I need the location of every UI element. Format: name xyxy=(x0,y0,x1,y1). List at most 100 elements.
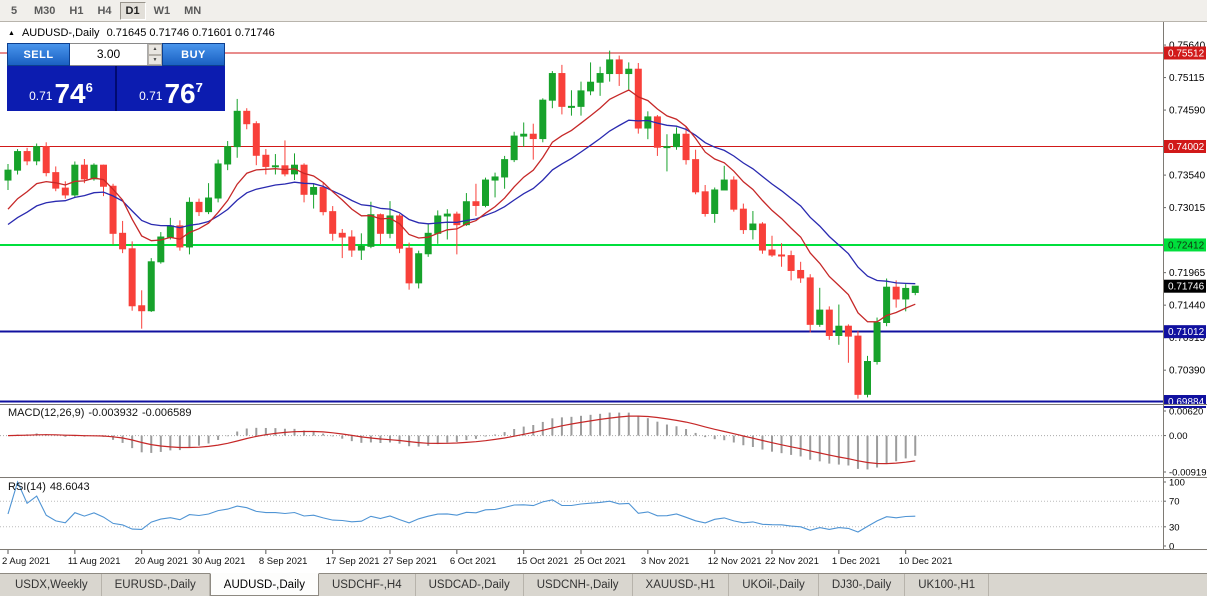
svg-text:10 Dec 2021: 10 Dec 2021 xyxy=(899,556,953,567)
chart-tab-usdcad-daily[interactable]: USDCAD-,Daily xyxy=(416,574,524,596)
macd-name: MACD(12,26,9) xyxy=(8,407,85,419)
buy-price-pipette: 7 xyxy=(195,80,203,95)
candle xyxy=(338,228,346,259)
candle xyxy=(262,149,270,175)
timeframe-button-w1[interactable]: W1 xyxy=(153,4,171,17)
timeframe-button-d1[interactable]: D1 xyxy=(119,1,146,20)
volume-value: 3.00 xyxy=(96,47,121,61)
svg-text:8 Sep 2021: 8 Sep 2021 xyxy=(259,556,308,567)
candle xyxy=(606,50,614,82)
candle xyxy=(348,230,356,257)
candle xyxy=(52,166,60,192)
svg-text:1 Dec 2021: 1 Dec 2021 xyxy=(832,556,881,567)
chart-title: ▲ AUDUSD-,Daily 0.71645 0.71746 0.71601 … xyxy=(8,27,275,39)
candle xyxy=(548,71,556,109)
candle xyxy=(138,290,146,329)
svg-text:0.69884: 0.69884 xyxy=(1168,397,1205,408)
chart-tab-audusd-daily[interactable]: AUDUSD-,Daily xyxy=(209,573,319,596)
sell-price-pips: 74 xyxy=(54,78,86,109)
timeframe-button-5[interactable]: 5 xyxy=(10,4,18,17)
svg-text:12 Nov 2021: 12 Nov 2021 xyxy=(708,556,762,567)
svg-text:0.71012: 0.71012 xyxy=(1168,327,1205,338)
chart-symbol-label: AUDUSD-,Daily xyxy=(21,27,100,39)
timeframe-button-m30[interactable]: M30 xyxy=(34,4,56,17)
svg-text:11 Aug 2021: 11 Aug 2021 xyxy=(68,556,121,567)
candle xyxy=(911,285,919,296)
candle xyxy=(778,243,786,267)
svg-text:15 Oct 2021: 15 Oct 2021 xyxy=(517,556,569,567)
chart-tab-xauusd-h1[interactable]: XAUUSD-,H1 xyxy=(633,574,730,596)
candle xyxy=(396,214,404,254)
candle xyxy=(577,81,585,116)
buy-price-pips: 76 xyxy=(164,78,196,109)
candle xyxy=(491,172,499,198)
timeframe-toolbar: 5 M30 H1 H4 D1 W1 MN xyxy=(0,0,1207,22)
candle xyxy=(310,183,318,209)
one-click-trading-panel: SELL 3.00 ▲ ▼ BUY 0.71 74 6 0.71 76 7 xyxy=(7,43,225,111)
svg-text:6 Oct 2021: 6 Oct 2021 xyxy=(450,556,496,567)
svg-text:25 Oct 2021: 25 Oct 2021 xyxy=(574,556,626,567)
buy-price-base: 0.71 xyxy=(139,89,163,103)
candle xyxy=(892,280,900,308)
chart-tab-usdx-weekly[interactable]: USDX,Weekly xyxy=(2,574,102,596)
candle xyxy=(835,304,843,345)
volume-input[interactable]: 3.00 ▲ ▼ xyxy=(70,43,162,66)
candle xyxy=(596,66,604,96)
horizontal-level-lines[interactable]: 0.75512 0.74002 0.72412 0.71012 0.69884 xyxy=(0,46,1206,409)
svg-text:0.74002: 0.74002 xyxy=(1168,142,1205,153)
svg-text:3 Nov 2021: 3 Nov 2021 xyxy=(641,556,690,567)
candle xyxy=(14,149,22,175)
candle xyxy=(797,261,805,283)
timeframe-button-mn[interactable]: MN xyxy=(184,4,202,17)
volume-increase-button[interactable]: ▲ xyxy=(148,44,162,55)
chart-tab-eurusd-daily[interactable]: EURUSD-,Daily xyxy=(102,574,210,596)
candle xyxy=(80,159,88,184)
candle xyxy=(367,201,375,249)
candle xyxy=(119,220,127,254)
chart-tab-usdcnh-daily[interactable]: USDCNH-,Daily xyxy=(524,574,633,596)
candle xyxy=(128,241,136,311)
svg-text:0.73540: 0.73540 xyxy=(1169,171,1206,182)
timeframe-button-h4[interactable]: H4 xyxy=(97,4,112,17)
svg-text:0.71965: 0.71965 xyxy=(1169,268,1206,279)
svg-text:22 Nov 2021: 22 Nov 2021 xyxy=(765,556,819,567)
chart-tab-dj30-daily[interactable]: DJ30-,Daily xyxy=(819,574,906,596)
buy-button[interactable]: BUY xyxy=(162,43,225,66)
candle xyxy=(453,211,461,255)
candle xyxy=(386,201,394,239)
candle xyxy=(701,185,709,217)
candle xyxy=(644,111,652,140)
svg-text:17 Sep 2021: 17 Sep 2021 xyxy=(326,556,380,567)
candle xyxy=(319,183,327,216)
chart-tab-ukoil-daily[interactable]: UKOil-,Daily xyxy=(729,574,819,596)
chart-region: 0.75640 0.75115 0.74590 0.73540 0.73015 0.719… xyxy=(0,22,1207,573)
chart-ohlc-values: 0.71645 0.71746 0.71601 0.71746 xyxy=(106,27,275,39)
svg-text:30 Aug 2021: 30 Aug 2021 xyxy=(192,556,245,567)
candle xyxy=(854,331,862,399)
svg-text:70: 70 xyxy=(1169,497,1180,508)
sell-price-display[interactable]: 0.71 74 6 xyxy=(7,66,115,111)
chart-tab-uk100-h1[interactable]: UK100-,H1 xyxy=(905,574,990,596)
svg-text:-0.00919: -0.00919 xyxy=(1169,468,1207,479)
sell-button[interactable]: SELL xyxy=(7,43,70,66)
candle xyxy=(825,306,833,340)
candle xyxy=(816,287,824,327)
svg-text:0.00: 0.00 xyxy=(1169,431,1188,442)
svg-text:0.75512: 0.75512 xyxy=(1168,48,1205,59)
price-axis: 0.75640 0.75115 0.74590 0.73540 0.73015 0.719… xyxy=(1163,41,1206,377)
buy-price-display[interactable]: 0.71 76 7 xyxy=(117,66,225,111)
chart-collapse-icon[interactable]: ▲ xyxy=(8,29,15,37)
svg-text:0.00620: 0.00620 xyxy=(1169,407,1203,418)
chart-tab-usdchf-h4[interactable]: USDCHF-,H4 xyxy=(319,574,416,596)
timeframe-button-h1[interactable]: H1 xyxy=(69,4,84,17)
svg-text:20 Aug 2021: 20 Aug 2021 xyxy=(135,556,188,567)
volume-decrease-button[interactable]: ▼ xyxy=(148,54,162,65)
candle xyxy=(711,187,719,223)
candle xyxy=(749,211,757,240)
candle xyxy=(109,183,117,245)
candle xyxy=(424,224,432,257)
candle xyxy=(214,159,222,203)
candle xyxy=(157,232,165,264)
candle xyxy=(357,233,365,260)
candlestick-chart[interactable]: 0.75640 0.75115 0.74590 0.73540 0.73015 0.719… xyxy=(0,22,1207,573)
